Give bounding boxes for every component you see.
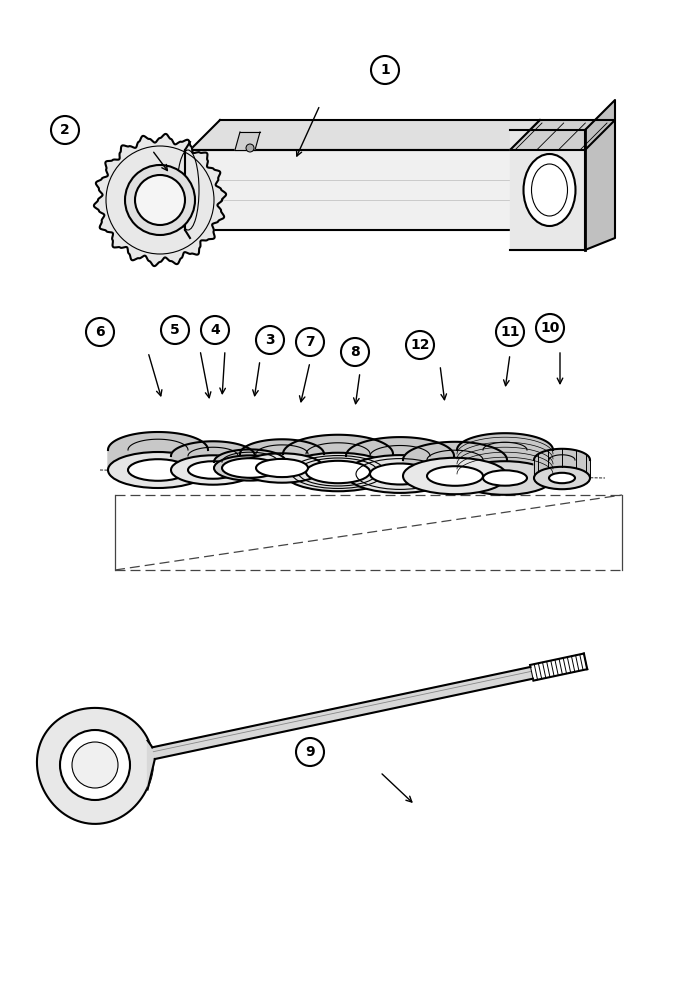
- Ellipse shape: [306, 461, 370, 483]
- Circle shape: [256, 326, 284, 354]
- Ellipse shape: [222, 458, 278, 478]
- Circle shape: [406, 331, 434, 359]
- Ellipse shape: [188, 461, 238, 479]
- Polygon shape: [214, 449, 286, 468]
- Polygon shape: [240, 439, 324, 468]
- Circle shape: [296, 738, 324, 766]
- Ellipse shape: [346, 455, 454, 493]
- Polygon shape: [457, 433, 553, 478]
- Circle shape: [201, 316, 229, 344]
- Polygon shape: [94, 134, 226, 266]
- Polygon shape: [585, 100, 615, 250]
- Text: 8: 8: [350, 345, 360, 359]
- Ellipse shape: [128, 459, 188, 481]
- Text: 11: 11: [500, 325, 520, 339]
- Text: 7: 7: [305, 335, 315, 349]
- Ellipse shape: [524, 154, 575, 226]
- Text: 6: 6: [95, 325, 105, 339]
- Ellipse shape: [240, 453, 324, 483]
- Circle shape: [86, 318, 114, 346]
- Circle shape: [125, 165, 195, 235]
- Ellipse shape: [532, 164, 568, 216]
- Circle shape: [51, 116, 79, 144]
- Polygon shape: [403, 442, 507, 476]
- Text: 5: 5: [170, 323, 180, 337]
- Polygon shape: [185, 142, 190, 238]
- Circle shape: [72, 742, 118, 788]
- Ellipse shape: [534, 467, 590, 489]
- Text: 9: 9: [305, 745, 315, 759]
- Polygon shape: [534, 449, 590, 478]
- Circle shape: [161, 316, 189, 344]
- Ellipse shape: [256, 459, 308, 477]
- Polygon shape: [190, 150, 510, 230]
- Polygon shape: [148, 740, 155, 790]
- Ellipse shape: [457, 461, 553, 495]
- Ellipse shape: [108, 452, 208, 488]
- Circle shape: [135, 175, 185, 225]
- Circle shape: [341, 338, 369, 366]
- Polygon shape: [510, 130, 585, 250]
- Circle shape: [246, 144, 254, 152]
- Text: 1: 1: [380, 63, 390, 77]
- Polygon shape: [37, 708, 153, 824]
- Ellipse shape: [370, 464, 430, 485]
- Ellipse shape: [427, 466, 483, 486]
- Circle shape: [371, 56, 399, 84]
- Polygon shape: [171, 441, 255, 470]
- Text: 4: 4: [210, 323, 220, 337]
- Circle shape: [496, 318, 524, 346]
- Text: 2: 2: [60, 123, 70, 137]
- Ellipse shape: [403, 458, 507, 494]
- Polygon shape: [108, 432, 208, 470]
- Text: 10: 10: [541, 321, 560, 335]
- Circle shape: [296, 328, 324, 356]
- Text: 12: 12: [410, 338, 430, 352]
- Text: 3: 3: [265, 333, 275, 347]
- Polygon shape: [346, 437, 454, 474]
- Circle shape: [536, 314, 564, 342]
- Ellipse shape: [483, 470, 527, 486]
- Circle shape: [60, 730, 130, 800]
- Polygon shape: [235, 132, 260, 150]
- Ellipse shape: [549, 473, 575, 483]
- Ellipse shape: [214, 455, 286, 481]
- Polygon shape: [283, 435, 393, 472]
- Polygon shape: [510, 120, 615, 150]
- Polygon shape: [152, 667, 533, 759]
- Ellipse shape: [283, 453, 393, 491]
- Ellipse shape: [171, 455, 255, 485]
- Polygon shape: [190, 120, 540, 150]
